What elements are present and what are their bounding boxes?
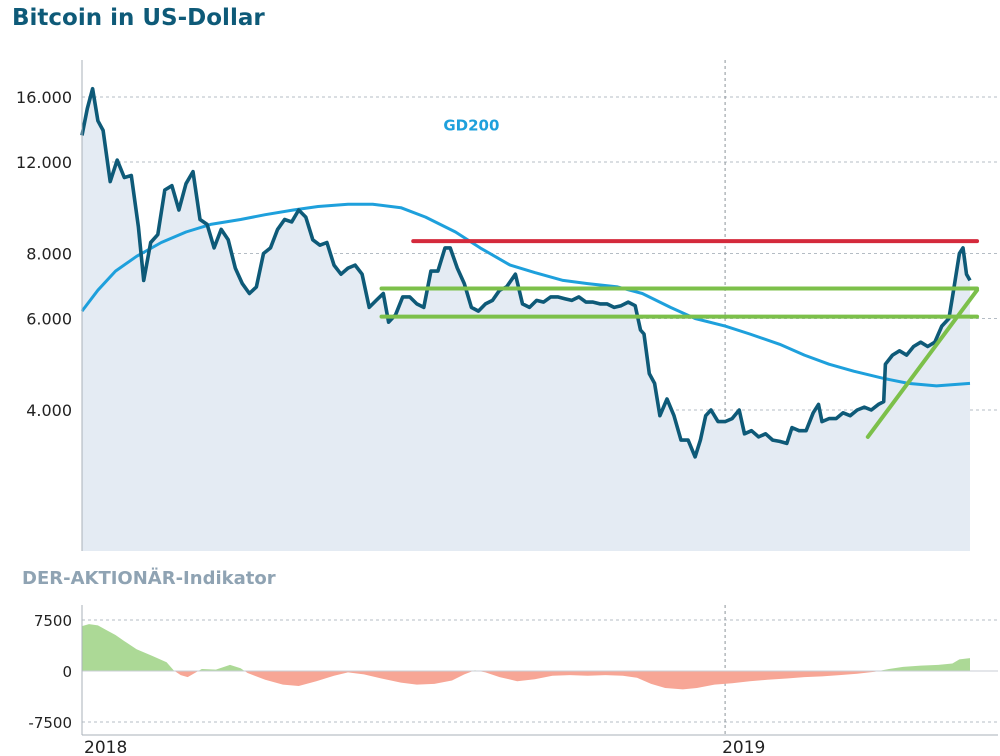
x-tick-label-0: 2018 (84, 738, 127, 756)
main-y-tick-labels: 4.000 6.000 8.000 12.000 16.000 (16, 88, 72, 420)
indicator-negative-area (82, 671, 970, 690)
main-y-tick-label-4: 16.000 (16, 88, 72, 107)
main-chart: Bitcoin in US-Dollar 4.000 6.000 8.000 12.0… (12, 5, 998, 551)
ma200-annotation: GD200 (443, 116, 499, 134)
ind-y-tick-label-1: 0 (62, 663, 72, 681)
main-chart-title: Bitcoin in US-Dollar (12, 5, 265, 31)
ma200-line (80, 202, 971, 388)
main-y-tick-label-0: 4.000 (26, 401, 72, 420)
indicator-title: DER-AKTIONÄR-Indikator (22, 567, 276, 589)
indicator-grid (82, 605, 998, 735)
trend-lines (379, 239, 980, 439)
price-line (80, 86, 972, 459)
trend-line-support-3 (865, 288, 980, 439)
indicator-y-tick-labels: 7500 0 -7500 (28, 612, 72, 732)
main-y-tick-label-1: 6.000 (26, 309, 72, 328)
x-tick-labels: 2018 2019 (84, 738, 765, 756)
main-y-tick-label-2: 8.000 (26, 245, 72, 264)
price-area-fill (82, 88, 970, 551)
main-y-tick-label-3: 12.000 (16, 153, 72, 172)
ind-y-tick-label-0: 7500 (34, 612, 72, 630)
x-tick-label-1: 2019 (722, 738, 765, 756)
ind-y-tick-label-2: -7500 (28, 714, 72, 732)
